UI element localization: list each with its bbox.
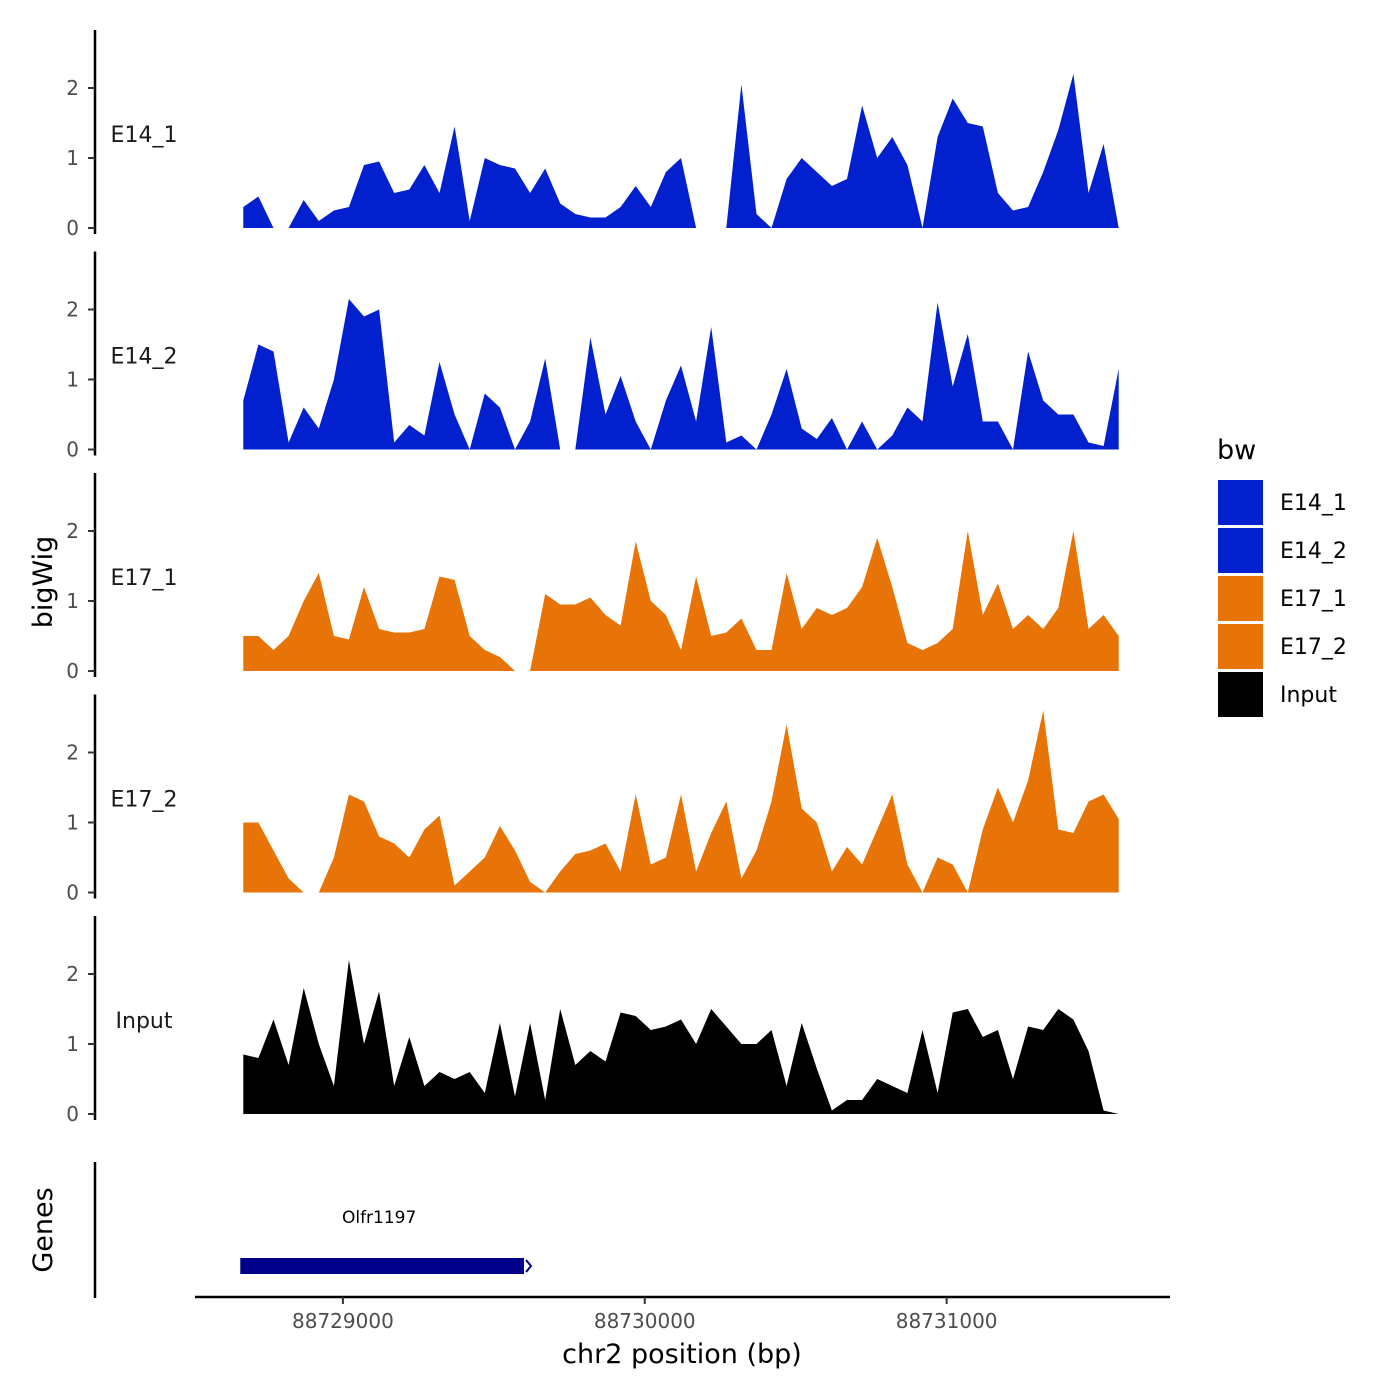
signal-area-e17-1 [243,531,1119,671]
legend-title: bw [1217,435,1256,466]
x-tick-label-88731000: 88731000 [896,1309,998,1333]
legend-label-input: Input [1280,683,1337,708]
legend-item-e14-2: E14_2 [1218,528,1347,573]
legend-swatch-input [1218,672,1263,717]
track-label-input: Input [116,1009,173,1034]
y-tick-label-e17-2-2: 2 [66,741,79,765]
x-axis: 88729000 88730000 88731000 [195,1295,1170,1333]
track-panel-input: 0 1 2 Input [66,916,1119,1126]
legend-label-e17-2: E17_2 [1280,635,1347,660]
track-label-e14-1: E14_1 [111,123,178,148]
y-tick-label-e17-1-2: 2 [66,519,79,543]
legend-item-input: Input [1218,672,1337,717]
track-label-e14-2: E14_2 [111,345,178,370]
signal-area-input [243,960,1119,1114]
gene-label-olfr1197: Olfr1197 [342,1208,416,1228]
genes-panel-title: Genes [28,1187,59,1272]
track-label-e17-1: E17_1 [111,566,178,591]
signal-area-e17-2 [243,710,1119,893]
x-tick-label-88729000: 88729000 [292,1309,394,1333]
legend: bw E14_1 E14_2 E17_1 E17_2 Input [1217,435,1347,717]
y-tick-label-e14-2-1: 1 [66,368,79,392]
track-panel-e17-1: 0 1 2 E17_1 [66,473,1119,683]
legend-label-e14-1: E14_1 [1280,491,1347,516]
y-tick-label-e14-1-2: 2 [66,76,79,100]
y-tick-label-e14-2-2: 2 [66,298,79,322]
legend-item-e17-2: E17_2 [1218,624,1347,669]
y-tick-label-e17-2-1: 1 [66,811,79,835]
legend-label-e14-2: E14_2 [1280,539,1347,564]
y-tick-label-e17-1-0: 0 [66,659,79,683]
track-panel-e17-2: 0 1 2 E17_2 [66,694,1119,905]
gene-strand-arrow-olfr1197 [525,1259,533,1273]
signal-area-e14-1 [243,74,1119,228]
signal-area-e14-2 [243,299,1119,450]
legend-item-e14-1: E14_1 [1218,480,1347,525]
track-panel-e14-2: 0 1 2 E14_2 [66,251,1119,462]
legend-swatch-e17-1 [1218,576,1263,621]
legend-swatch-e14-1 [1218,480,1263,525]
y-tick-label-e14-1-1: 1 [66,146,79,170]
legend-item-e17-1: E17_1 [1218,576,1347,621]
x-tick-label-88730000: 88730000 [594,1309,696,1333]
legend-label-e17-1: E17_1 [1280,587,1347,612]
legend-swatch-e17-2 [1218,624,1263,669]
x-axis-title: chr2 position (bp) [562,1339,802,1370]
genes-panel: Olfr1197 [93,1162,533,1298]
track-panel-e14-1: 0 1 2 E14_1 [66,30,1119,240]
legend-swatch-e14-2 [1218,528,1263,573]
gene-body-olfr1197 [240,1258,525,1274]
y-tick-label-e14-2-0: 0 [66,438,79,462]
gene-olfr1197: Olfr1197 [240,1208,533,1274]
y-tick-label-e14-1-0: 0 [66,216,79,240]
y-tick-label-input-0: 0 [66,1102,79,1126]
y-tick-label-input-2: 2 [66,962,79,986]
y-tick-label-e17-1-1: 1 [66,589,79,613]
y-tick-label-e17-2-0: 0 [66,881,79,905]
y-tick-label-input-1: 1 [66,1032,79,1056]
track-label-e17-2: E17_2 [111,788,178,813]
bigwig-tracks: 0 1 2 E14_1 0 1 2 E14_2 0 1 2 E17_1 0 1 2 E17_2 0 1 2 Input [66,30,1119,1126]
y-axis-title: bigWig [28,536,59,629]
